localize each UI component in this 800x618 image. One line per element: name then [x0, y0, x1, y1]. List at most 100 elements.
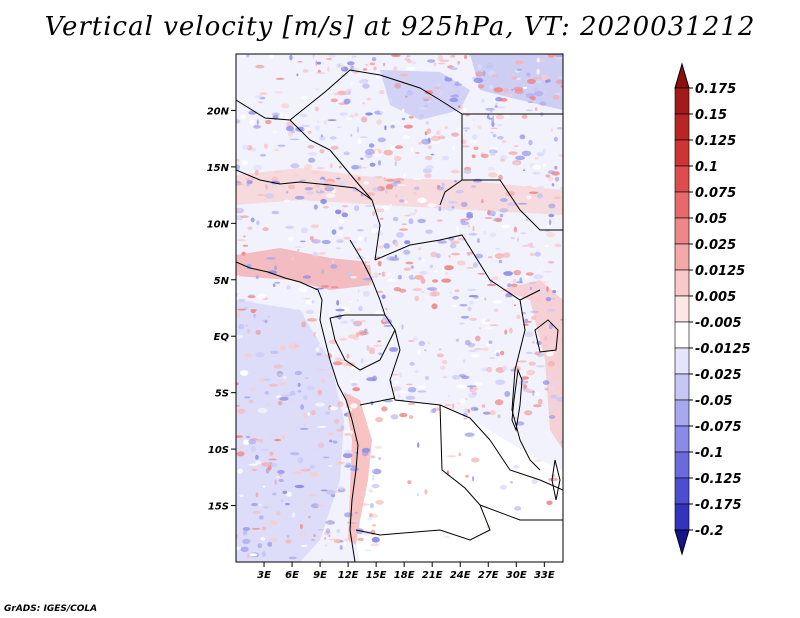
- field-speckle: [356, 126, 360, 133]
- field-speckle: [408, 415, 414, 419]
- field-speckle: [379, 217, 384, 221]
- field-speckle: [324, 186, 335, 192]
- field-speckle: [548, 477, 558, 482]
- field-speckle: [274, 354, 279, 359]
- field-speckle: [270, 350, 279, 354]
- field-speckle: [261, 462, 271, 467]
- field-speckle: [396, 232, 404, 238]
- field-speckle: [310, 446, 318, 451]
- field-speckle: [472, 262, 479, 268]
- field-speckle: [514, 417, 517, 420]
- field-speckle: [320, 134, 323, 138]
- field-speckle: [300, 468, 311, 472]
- field-speckle: [259, 92, 268, 95]
- field-speckle: [316, 368, 326, 371]
- field-speckle: [472, 119, 475, 122]
- field-speckle: [549, 373, 553, 380]
- field-speckle: [406, 91, 413, 96]
- field-speckle: [517, 202, 528, 205]
- field-speckle: [403, 173, 406, 178]
- field-speckle: [300, 96, 308, 100]
- field-speckle: [517, 360, 527, 363]
- field-speckle: [371, 513, 379, 519]
- field-speckle: [255, 454, 259, 460]
- field-speckle: [381, 294, 386, 300]
- field-speckle: [236, 405, 241, 407]
- field-speckle: [463, 169, 472, 175]
- field-speckle: [341, 212, 349, 218]
- field-speckle: [547, 54, 556, 58]
- velocity-field: [236, 54, 563, 562]
- field-speckle: [373, 344, 383, 348]
- field-speckle: [427, 341, 431, 345]
- field-speckle: [344, 465, 352, 468]
- field-speckle: [305, 377, 309, 379]
- field-speckle: [451, 205, 455, 209]
- field-speckle: [510, 283, 518, 287]
- field-speckle: [499, 484, 507, 490]
- field-speckle: [374, 445, 383, 449]
- field-speckle: [464, 129, 468, 132]
- field-speckle: [260, 153, 266, 157]
- field-speckle: [472, 476, 475, 482]
- field-speckle: [357, 138, 362, 145]
- field-speckle: [347, 262, 352, 266]
- field-speckle: [311, 503, 320, 509]
- field-speckle: [427, 137, 431, 143]
- field-speckle: [475, 335, 481, 342]
- field-speckle: [321, 558, 323, 562]
- field-speckle: [350, 81, 353, 86]
- field-speckle: [328, 534, 331, 538]
- field-speckle: [477, 125, 482, 130]
- field-speckle: [327, 119, 337, 121]
- field-speckle: [473, 77, 484, 83]
- field-speckle: [457, 90, 461, 94]
- field-speckle: [401, 324, 404, 330]
- field-speckle: [473, 381, 483, 386]
- field-speckle: [553, 136, 558, 142]
- field-speckle: [271, 210, 280, 215]
- field-speckle: [516, 68, 522, 71]
- field-speckle: [510, 368, 515, 372]
- field-speckle: [321, 378, 326, 383]
- field-speckle: [322, 205, 329, 209]
- field-speckle: [448, 201, 458, 204]
- field-speckle: [242, 529, 248, 536]
- field-speckle: [297, 390, 302, 393]
- field-speckle: [427, 59, 436, 63]
- field-speckle: [337, 126, 342, 128]
- field-speckle: [333, 92, 340, 96]
- field-speckle: [306, 318, 317, 322]
- field-speckle: [236, 313, 241, 318]
- field-speckle: [474, 484, 484, 489]
- field-speckle: [245, 435, 250, 439]
- field-speckle: [354, 112, 359, 117]
- field-speckle: [321, 239, 331, 245]
- field-speckle: [430, 251, 438, 258]
- colorbar-swatch: [674, 243, 690, 271]
- field-speckle: [425, 120, 430, 125]
- field-speckle: [385, 188, 388, 195]
- field-speckle: [539, 101, 547, 106]
- field-speckle: [362, 68, 368, 71]
- field-speckle: [442, 207, 445, 211]
- field-speckle: [495, 96, 503, 102]
- field-speckle: [375, 208, 385, 213]
- field-speckle: [368, 488, 373, 493]
- field-speckle: [256, 220, 260, 226]
- field-speckle: [400, 179, 403, 184]
- field-speckle: [297, 60, 303, 63]
- field-speckle: [328, 464, 333, 468]
- coastline-west: [236, 261, 359, 562]
- field-speckle: [333, 539, 343, 544]
- field-speckle: [521, 376, 529, 380]
- field-speckle: [519, 134, 526, 140]
- field-speckle: [299, 113, 308, 118]
- field-speckle: [236, 435, 243, 438]
- field-speckle: [460, 221, 470, 226]
- field-speckle: [419, 270, 428, 275]
- field-speckle: [477, 64, 482, 70]
- lat-tick-label: EQ: [214, 332, 230, 343]
- colorbar-label: 0.15: [695, 108, 727, 123]
- colorbar-swatch: [674, 217, 690, 245]
